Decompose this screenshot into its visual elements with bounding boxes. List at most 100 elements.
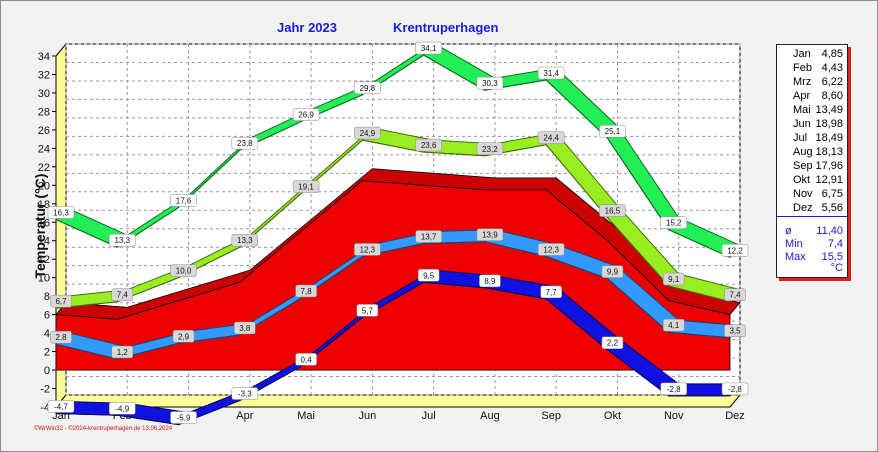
data-label: 2,8 xyxy=(55,333,67,342)
y-tick-label: 14 xyxy=(38,236,50,248)
y-tick-label: -2 xyxy=(40,384,50,396)
x-tick-label: Jul xyxy=(422,410,436,422)
data-label: 24,4 xyxy=(543,134,559,143)
legend-row-aug: Aug 18,13 xyxy=(781,146,843,158)
legend-month-label: Dez xyxy=(793,202,813,214)
data-label: 12,3 xyxy=(543,245,559,254)
legend-month-value: 8,60 xyxy=(821,90,843,102)
data-label: -2,8 xyxy=(728,385,742,394)
data-label-box xyxy=(354,81,381,95)
data-label-box xyxy=(47,206,75,219)
data-label: 1,2 xyxy=(117,348,129,357)
data-label-box xyxy=(537,131,565,144)
data-label: 19,1 xyxy=(298,183,314,192)
legend-stat-value: 15,5 xyxy=(821,251,843,263)
data-label-box xyxy=(170,194,197,207)
legend-stat-row: Min 7,4 xyxy=(781,238,843,250)
data-label: 2,9 xyxy=(178,332,190,341)
data-label: 24,9 xyxy=(360,129,376,138)
data-label: 17,6 xyxy=(176,196,192,205)
x-tick-label: Mai xyxy=(297,410,315,422)
data-label-box xyxy=(599,124,626,138)
data-label-box xyxy=(354,126,381,140)
legend-row-jan: Jan 4,85 xyxy=(781,48,843,60)
data-label: -4,9 xyxy=(115,404,129,413)
max-band-edge xyxy=(55,54,731,258)
legend-month-label: Jun xyxy=(793,118,811,130)
data-label-box xyxy=(537,66,565,80)
legend-row-apr: Apr 8,60 xyxy=(781,90,843,102)
y-tick-label: 32 xyxy=(38,69,50,81)
data-label: 9,9 xyxy=(607,268,619,277)
legend-row-okt: Okt 12,91 xyxy=(781,174,843,186)
data-label-box xyxy=(47,400,75,413)
data-label-box xyxy=(476,76,504,90)
data-label-box xyxy=(662,318,685,332)
legend-row-feb: Feb 4,43 xyxy=(781,62,843,74)
y-tick-label: 18 xyxy=(38,199,50,211)
legend-row-sep: Sep 17,96 xyxy=(781,160,843,172)
data-label: 3,5 xyxy=(729,327,741,336)
legend-month-value: 6,22 xyxy=(821,76,843,88)
data-label-box xyxy=(354,243,381,256)
legend-stat-label: ø xyxy=(785,225,792,237)
data-label-box xyxy=(50,294,72,308)
data-label-box xyxy=(231,136,259,150)
data-label-box xyxy=(231,233,259,247)
data-label: 15,2 xyxy=(666,219,682,228)
data-label-box xyxy=(109,402,136,415)
data-label: 13,3 xyxy=(114,236,130,245)
legend-divider xyxy=(777,216,847,217)
data-label: -4,7 xyxy=(54,402,68,411)
data-label-box xyxy=(599,204,626,217)
data-label: 23,2 xyxy=(482,145,498,154)
legend-stat-row: Max 15,5 xyxy=(781,251,843,263)
data-label: 13,3 xyxy=(237,236,253,245)
y-tick-label: 34 xyxy=(38,51,50,63)
y-tick-label: 16 xyxy=(38,217,50,229)
data-label: 23,8 xyxy=(237,139,253,148)
legend-month-value: 6,75 xyxy=(821,188,843,200)
y-tick-label: 6 xyxy=(44,310,50,322)
data-label-box xyxy=(415,230,442,243)
y-tick-label: 24 xyxy=(38,143,50,155)
legend-stat-value: 7,4 xyxy=(827,238,843,250)
data-label: 5,7 xyxy=(362,306,374,315)
data-label: 23,6 xyxy=(421,141,437,150)
data-label-box xyxy=(295,284,317,298)
chart-location-title: Krentruperhagen xyxy=(393,20,499,35)
data-label-box xyxy=(295,353,317,366)
x-tick-label: Jun xyxy=(358,410,376,422)
legend-month-label: Feb xyxy=(793,62,812,74)
legend-month-label: Okt xyxy=(793,174,811,186)
x-tick-label: Apr xyxy=(236,410,253,422)
legend-month-value: 18,49 xyxy=(815,132,843,144)
data-label-box xyxy=(721,244,749,257)
legend-row-mai: Mai 13,49 xyxy=(781,104,843,116)
legend-month-label: Sep xyxy=(793,160,813,172)
data-label: -3,3 xyxy=(238,390,252,399)
data-label-box xyxy=(476,142,504,156)
mean-band-edge xyxy=(55,241,731,360)
data-label: 12,2 xyxy=(727,246,743,255)
legend-stat-row: ø 11,40 xyxy=(781,225,843,237)
data-label: 8,9 xyxy=(484,277,496,286)
data-label: 34,1 xyxy=(421,44,437,53)
y-tick-label: 20 xyxy=(38,180,50,192)
data-label-box xyxy=(540,285,562,299)
data-label-box xyxy=(172,330,195,343)
y-tick-label: 8 xyxy=(44,291,50,303)
y-tick-label: 4 xyxy=(44,328,50,340)
data-label-box xyxy=(660,382,687,396)
legend-month-label: Jan xyxy=(793,48,811,60)
data-label: 29,8 xyxy=(360,84,376,93)
red-area-front xyxy=(55,180,731,371)
y-axis-label: Temperatur (°C) xyxy=(32,173,48,279)
legend-row-jun: Jun 18,98 xyxy=(781,118,843,130)
legend-month-label: Mai xyxy=(793,104,811,116)
data-label-box xyxy=(415,138,442,152)
floor xyxy=(54,394,742,408)
data-label-box xyxy=(724,324,746,337)
mean-max-band-edge xyxy=(55,139,731,309)
